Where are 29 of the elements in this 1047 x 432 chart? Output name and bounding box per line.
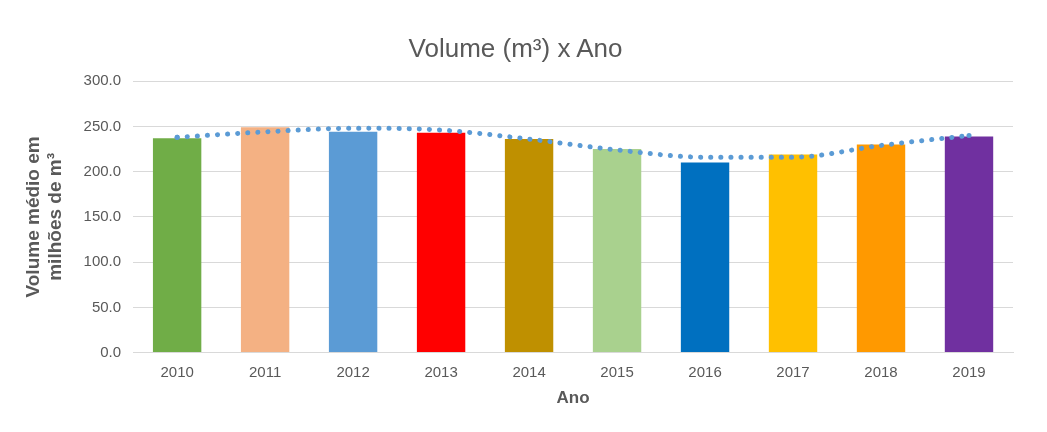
x-tick-label: 2016: [688, 362, 722, 380]
chart-title: Volume (m³) x Ano: [408, 32, 623, 63]
y-tick-label: 0.0: [100, 342, 122, 360]
bar: [416, 132, 466, 353]
x-tick-label: 2019: [952, 362, 986, 380]
x-tick-label: 2018: [864, 362, 898, 380]
bar: [856, 144, 906, 353]
bar: [504, 139, 554, 353]
x-tick-label: 2017: [776, 362, 810, 380]
y-tick-label: 100.0: [83, 252, 122, 270]
x-tick-label: 2014: [512, 362, 546, 380]
x-tick-label: 2015: [600, 362, 634, 380]
bar: [592, 149, 642, 353]
y-axis-title: Volume médio em milhões de m³: [21, 136, 66, 298]
bar: [152, 138, 202, 353]
bar: [944, 136, 994, 353]
y-tick-label: 200.0: [83, 161, 122, 179]
x-tick-label: 2011: [248, 362, 282, 380]
bar: [768, 154, 818, 353]
x-axis-title: Ano: [556, 388, 590, 408]
y-tick-label: 50.0: [91, 297, 122, 315]
bar: [240, 127, 290, 353]
y-tick-label: 250.0: [83, 116, 122, 134]
y-tick-label: 150.0: [83, 207, 122, 225]
x-tick-label: 2013: [424, 362, 458, 380]
x-tick-label: 2010: [160, 362, 194, 380]
y-tick-label: 300.0: [83, 71, 122, 89]
bar: [680, 162, 730, 353]
x-tick-label: 2012: [336, 362, 370, 380]
